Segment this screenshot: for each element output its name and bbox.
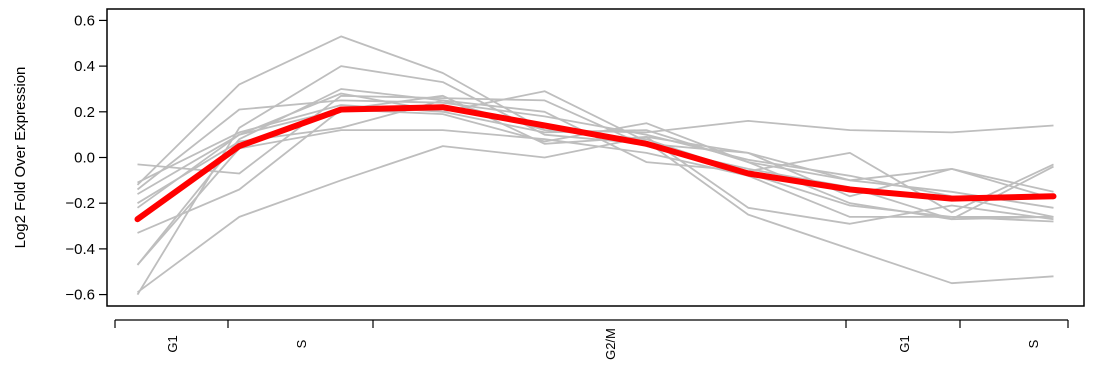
gene-line-3 xyxy=(136,65,1054,296)
gene-line-6 xyxy=(136,90,1054,285)
gene-line-2 xyxy=(136,99,1054,218)
x-phase-label: G1 xyxy=(897,335,912,352)
x-phase-label: G2/M xyxy=(603,328,618,360)
gene-series-lines xyxy=(136,35,1054,296)
y-tick-label: 0.4 xyxy=(74,58,95,75)
y-tick-label: −0.6 xyxy=(65,287,95,304)
gene-line-8 xyxy=(136,135,1054,294)
gene-line-9 xyxy=(136,129,1054,266)
y-axis: −0.6 −0.4 −0.2 0.0 0.2 0.4 0.6 xyxy=(65,12,107,304)
y-tick-label: 0.0 xyxy=(74,150,95,167)
y-tick-label: −0.2 xyxy=(65,195,95,212)
y-tick-label: 0.2 xyxy=(74,104,95,121)
mean-series-line-group xyxy=(134,104,1057,223)
y-tick-label: −0.4 xyxy=(65,241,95,258)
gene-line-5 xyxy=(137,94,1054,221)
gene-line-11 xyxy=(137,94,1054,200)
gene-line-12 xyxy=(137,104,1054,209)
plot-frame xyxy=(106,8,1085,307)
x-phase-label: S xyxy=(294,339,309,348)
y-tick-label: 0.6 xyxy=(74,12,95,29)
mean-line xyxy=(134,104,1057,223)
x-axis: G1 S G2/M G1 S xyxy=(114,319,1069,360)
gene-line-7 xyxy=(137,108,1054,234)
x-phase-label: G1 xyxy=(165,335,180,352)
y-axis-title: Log2 Fold Over Expression xyxy=(12,67,29,249)
x-phase-label: S xyxy=(1026,339,1041,348)
